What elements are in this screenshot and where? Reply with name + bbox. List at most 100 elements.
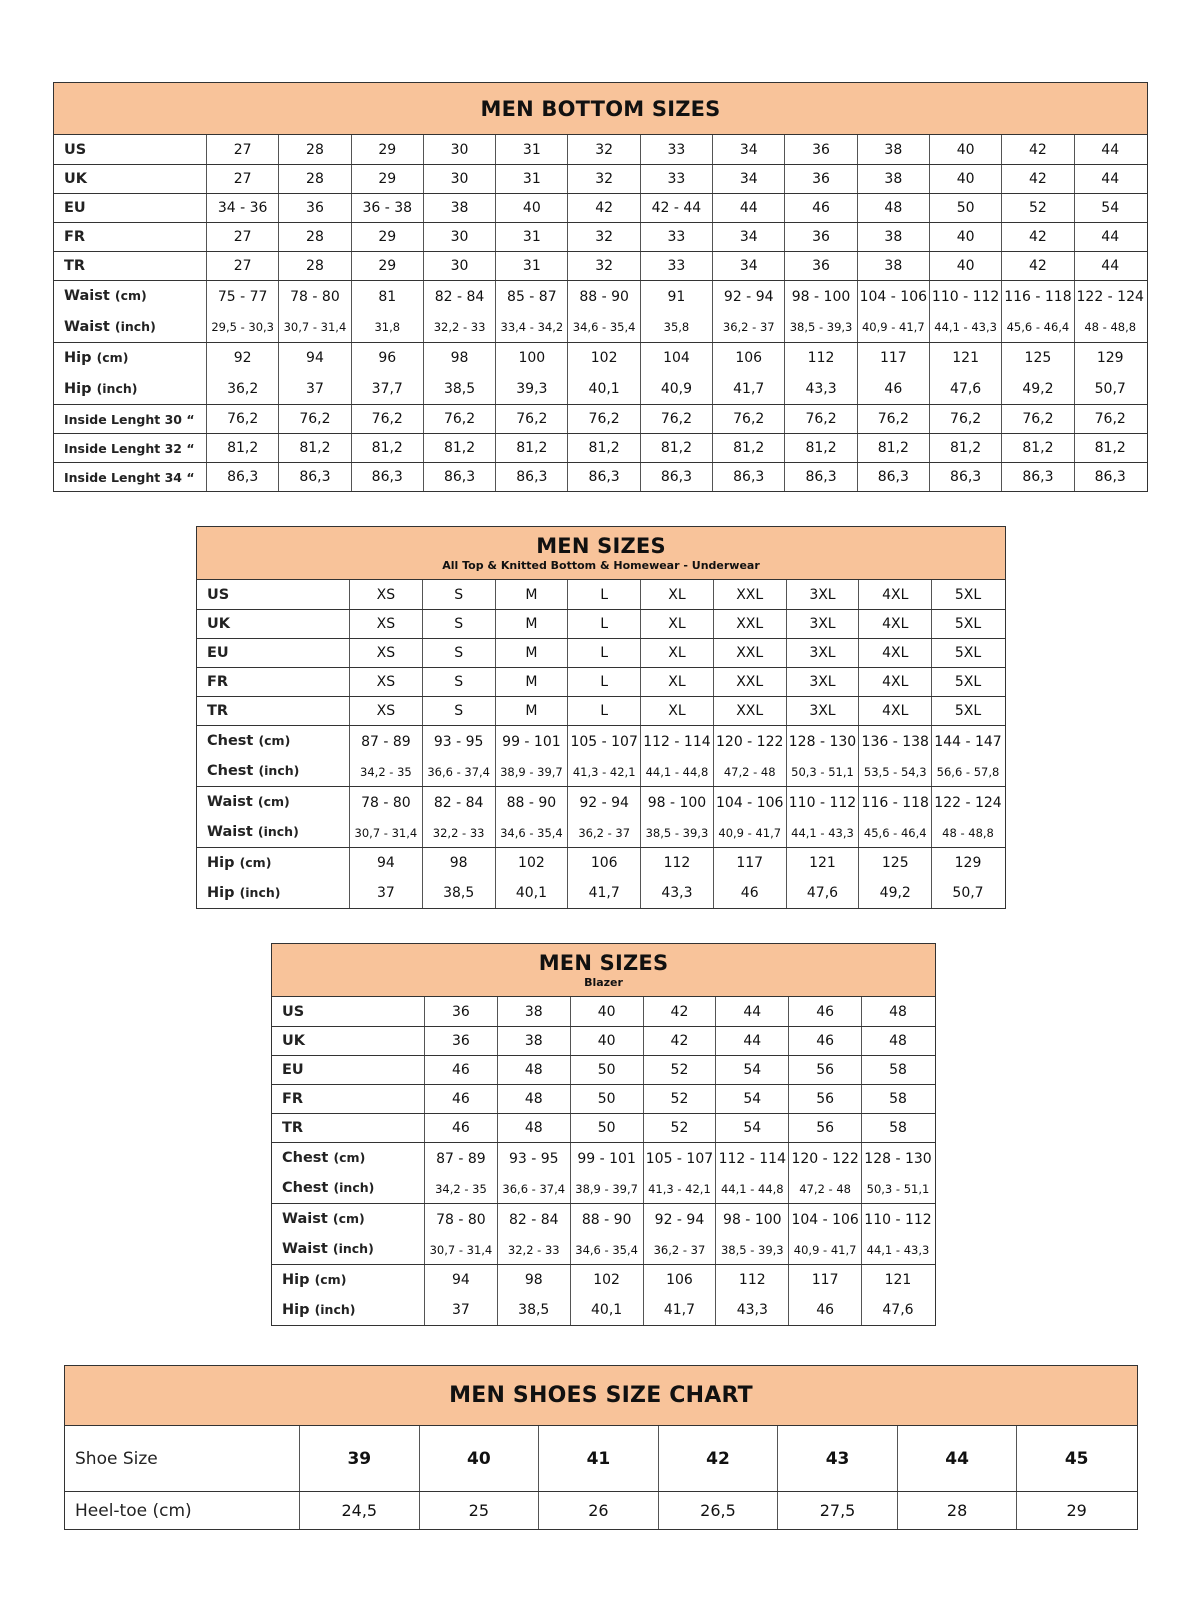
table-cell: 50,3 - 51,1 [791,764,854,779]
table-cell: 94 [452,1272,470,1288]
table-cell: L [600,616,609,632]
table-cell: XL [668,674,686,690]
value-column: 86,3 [278,463,350,491]
table-cell: 42 [1029,258,1047,274]
value-column: 116 - 118 45,6 - 46,4 [1001,281,1073,342]
table-cell: 76,2 [733,411,765,427]
value-column: 38 [496,1027,570,1055]
row-label: Hip (inch) [207,885,280,901]
value-column: 28 [278,135,350,164]
value-column: 4XL [858,639,931,667]
value-column: 102 40,1 [569,1265,643,1325]
value-column: M [494,580,568,609]
table-cell: 34,2 - 35 [360,764,412,779]
table-cell: S [454,703,464,719]
table-cell: 102 [518,855,545,871]
value-column: 46 [788,997,861,1026]
value-column: 104 40,9 [639,343,712,404]
row-label-cell: Chest (cm) Chest (inch) [197,726,349,786]
table-cell: 88 - 90 [579,288,629,305]
table-cell: 98 [450,350,469,367]
row-label: US [207,587,229,603]
table-cell: 31 [522,258,541,274]
value-column: 42 [567,194,639,222]
table-cell: 50,7 [1094,380,1126,397]
table-cell: 86,3 [660,469,693,485]
value-column: 5XL [931,580,1004,609]
row-label-cell: Hip (cm) Hip (inch) [272,1265,424,1325]
value-column: 32 [567,252,639,280]
value-column: M [494,610,568,638]
value-column: 40 [928,165,1001,193]
table-cell: 44,1 - 43,3 [866,1242,930,1257]
value-column: 33 [639,223,712,251]
table-cell: 50 [597,1091,616,1107]
table-cell: 30,7 - 31,4 [429,1242,493,1257]
table-cell: 32,2 - 33 [432,825,485,840]
table-cell: 128 - 130 [788,733,857,750]
table-cell: 26 [588,1501,609,1520]
table-row-group: EU XS S M L XL XXL 3XL 4XL 5XL [197,638,1005,667]
table-cell: 44 [743,1033,762,1049]
table-row-group: Chest (cm) Chest (inch) 87 - 89 34,2 - 35 93… [197,725,1005,786]
table-cell: 106 [590,855,618,871]
table-subtitle: Blazer [584,976,623,989]
table-cell: 30 [450,171,469,187]
table-cell: 52 [1029,200,1047,216]
row-label: EU [64,200,86,216]
value-column: 48 [861,1027,934,1055]
value-column: 120 - 122 47,2 - 48 [712,726,786,786]
value-column: 76,2 [928,405,1001,433]
value-column: 5XL [931,697,1004,725]
row-label: Waist (cm) [64,288,147,304]
table-cell: 36,6 - 37,4 [502,1181,566,1196]
value-column: 46 [424,1114,497,1142]
table-cell: 32,2 - 33 [507,1242,560,1257]
table-cell: 112 [807,350,835,367]
table-cell: 34,6 - 35,4 [500,825,563,840]
value-column: 30 [422,252,495,280]
table-cell: 81,2 [1094,440,1126,456]
value-column: 117 46 [856,343,929,404]
table-cell: 38 [884,171,903,187]
value-column: 88 - 90 34,6 - 35,4 [569,1204,643,1264]
value-column: 36 [784,135,856,164]
value-column: 78 - 80 30,7 - 31,4 [424,1204,497,1264]
table-cell: L [600,645,609,661]
row-label-unit: (inch) [239,885,281,900]
value-column: 36 [784,223,856,251]
table-cell: XXL [736,586,764,603]
value-column: 31 [495,135,567,164]
table-cell: 76,2 [227,411,259,427]
row-label: TR [207,703,228,719]
table-cell: 81,2 [733,440,765,456]
value-column: M [494,668,568,696]
table-cell: XXL [736,703,764,719]
value-column: 81,2 [639,434,712,462]
table-cell: 40 [597,1033,616,1049]
value-column: 45 [1016,1426,1136,1491]
row-label-unit: (cm) [332,1211,365,1226]
row-label-name: Inside Lenght 34 “ [64,469,195,485]
row-label: Waist (inch) [207,824,299,840]
value-column: 3XL [785,639,859,667]
men-bottom-sizes-table: MEN BOTTOM SIZES US 27 28 29 30 31 32 33 34 36 38 40… [53,82,1148,492]
value-column: 98 38,5 [421,848,495,908]
row-label: FR [282,1091,303,1107]
table-cell: 25 [468,1501,490,1520]
row-label-name: Chest [207,733,254,749]
row-label: Waist (inch) [282,1241,374,1257]
value-column: 81,2 [567,434,639,462]
table-cell: 32,2 - 33 [433,320,486,335]
table-cell: 36 [452,1033,470,1049]
value-column: 128 - 130 50,3 - 51,1 [785,726,859,786]
table-cell: 40,1 [515,885,547,901]
row-label: Waist (inch) [64,319,156,335]
table-cell: 48 - 48,8 [942,825,994,840]
row-label-cell: TR [272,1114,424,1142]
table-cell: 38 [524,1033,543,1049]
value-column: 50 [569,1085,643,1113]
table-cell: 28 [306,258,324,274]
table-cell: 38,9 - 39,7 [500,764,563,779]
row-label-name: Waist [207,824,253,840]
